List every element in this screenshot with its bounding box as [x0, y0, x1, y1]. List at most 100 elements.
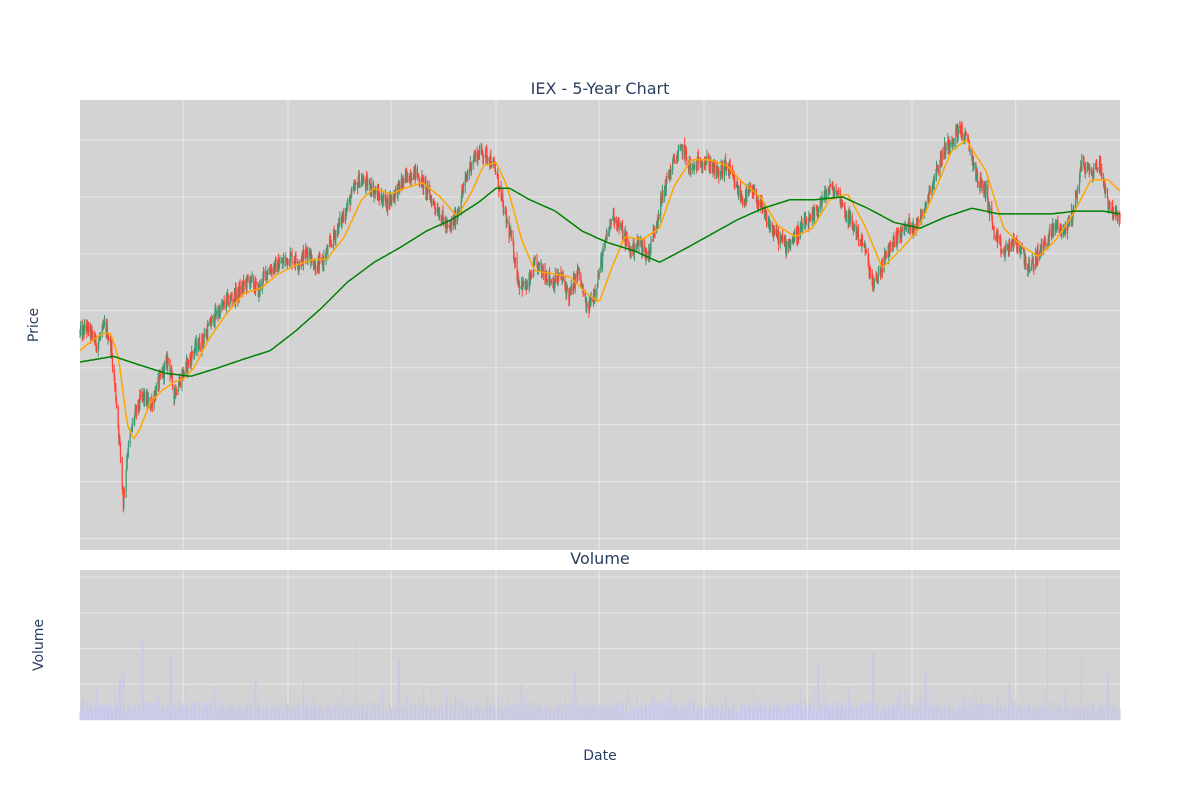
volume-bar — [90, 701, 92, 720]
volume-bar — [952, 711, 953, 720]
candle-body — [717, 171, 719, 172]
candle-body — [177, 386, 180, 391]
volume-bar — [1079, 705, 1080, 720]
volume-bar — [442, 709, 444, 720]
volume-bar — [1067, 706, 1069, 720]
volume-bar — [1043, 707, 1045, 720]
volume-bar — [112, 709, 113, 720]
candle-body — [908, 219, 910, 224]
candle-body — [497, 174, 499, 188]
candle-body — [580, 275, 582, 286]
candle-body — [967, 135, 969, 140]
volume-plot-area[interactable] — [80, 570, 1120, 720]
candle-body — [936, 166, 938, 168]
volume-bar — [794, 703, 796, 720]
volume-bar — [931, 707, 933, 720]
volume-bar — [1087, 708, 1089, 720]
candle-body — [239, 286, 241, 294]
candle-body — [633, 251, 636, 255]
candle-body — [877, 272, 879, 278]
volume-bar — [366, 708, 368, 720]
volume-bar — [761, 705, 763, 720]
volume-bar — [141, 641, 143, 720]
volume-bar — [944, 704, 945, 720]
moving-average-lines — [79, 138, 1121, 440]
volume-bar — [271, 710, 272, 720]
candle-body — [746, 190, 748, 203]
candle-body — [1001, 250, 1003, 252]
candle-body — [1072, 216, 1074, 221]
volume-bar — [924, 701, 925, 720]
volume-bar — [317, 709, 319, 720]
volume-bar — [533, 709, 535, 720]
volume-bar — [1019, 708, 1021, 720]
candle-body — [600, 258, 602, 273]
candle-body — [103, 323, 105, 328]
volume-bar — [770, 711, 772, 720]
candle-body — [496, 171, 498, 176]
volume-bar — [525, 702, 527, 720]
candle-body — [427, 185, 429, 193]
candle-body — [670, 170, 672, 176]
volume-bar — [967, 707, 969, 720]
volume-bar — [757, 708, 759, 720]
volume-bar — [649, 704, 651, 720]
volume-bar — [1036, 708, 1038, 720]
volume-bar — [526, 712, 528, 720]
candle-body — [197, 347, 200, 351]
candle-body — [868, 259, 870, 266]
volume-bar — [1057, 705, 1059, 720]
candle-body — [203, 334, 205, 339]
volume-bar — [818, 662, 819, 720]
volume-bar — [789, 710, 791, 720]
volume-bar — [589, 710, 590, 720]
volume-bar — [87, 704, 89, 720]
candle-body — [684, 149, 686, 158]
volume-bar — [868, 701, 870, 720]
volume-bar — [502, 711, 504, 720]
volume-bar — [409, 709, 411, 720]
candle-body — [804, 218, 807, 227]
volume-bar — [305, 701, 307, 720]
candle-body — [881, 264, 883, 272]
candle-body — [739, 186, 742, 199]
candle-body — [171, 370, 173, 373]
volume-bar — [798, 702, 800, 720]
candle-body — [853, 226, 855, 228]
candle-body — [801, 224, 804, 232]
candle-body — [114, 384, 116, 388]
volume-bar — [980, 707, 982, 720]
volume-bar — [365, 711, 367, 720]
candle-body — [642, 246, 644, 252]
candle-body — [816, 211, 819, 213]
candle-body — [677, 150, 679, 156]
volume-bar — [473, 701, 475, 720]
volume-bar — [420, 703, 422, 720]
volume-bar — [231, 702, 233, 720]
volume-bar — [349, 709, 350, 720]
volume-bar — [472, 709, 474, 720]
volume-bar — [606, 710, 608, 720]
volume-bar — [1027, 707, 1029, 720]
candle-body — [776, 228, 778, 234]
volume-bar — [613, 689, 615, 720]
candle-body — [560, 272, 562, 277]
volume-bar — [717, 706, 719, 720]
candle-body — [696, 159, 698, 171]
candle-body — [262, 272, 265, 278]
candle-body — [658, 214, 660, 217]
price-plot-area[interactable] — [80, 100, 1120, 550]
volume-bar — [779, 709, 781, 720]
volume-bar — [803, 699, 805, 720]
volume-bar — [634, 708, 636, 720]
candle-body — [437, 215, 440, 217]
volume-bar — [254, 680, 256, 720]
volume-bar — [426, 710, 427, 720]
candle-body — [676, 156, 678, 164]
volume-bar — [91, 704, 93, 720]
volume-bar — [460, 703, 462, 720]
volume-bar — [828, 709, 830, 720]
volume-bar — [871, 701, 873, 720]
candle-body — [187, 359, 189, 372]
volume-bar — [247, 709, 249, 720]
